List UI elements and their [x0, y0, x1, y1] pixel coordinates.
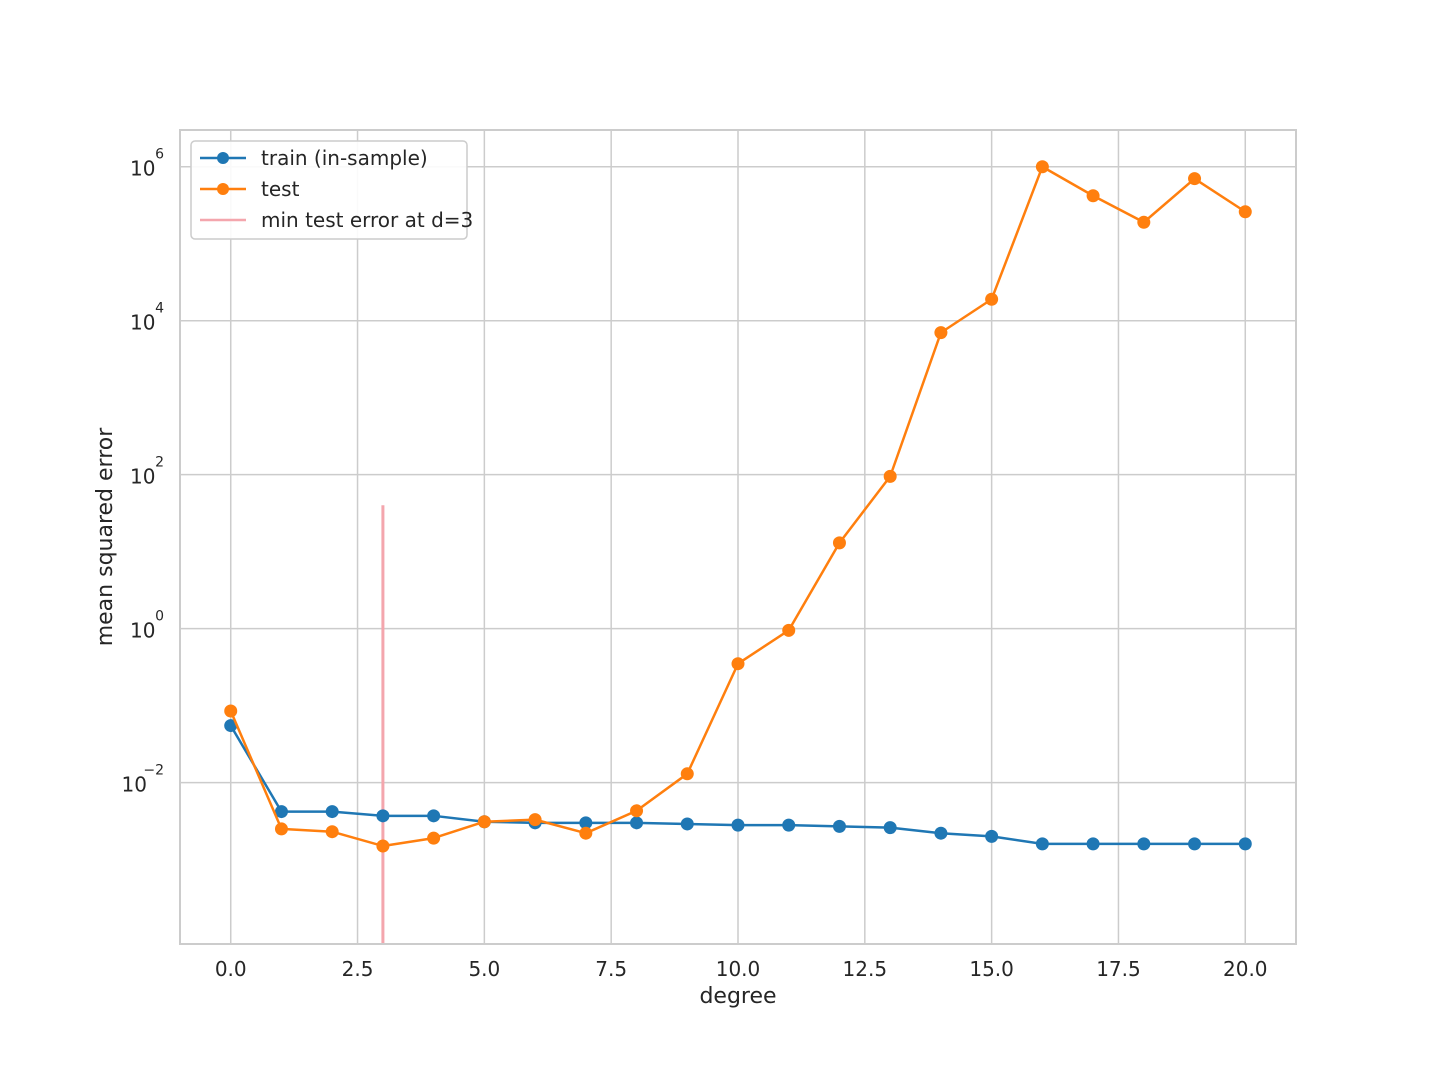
data-point-1 [1188, 172, 1202, 186]
x-tick-label: 2.5 [342, 957, 374, 981]
data-point-0 [325, 805, 339, 819]
legend-marker-train [217, 152, 229, 164]
y-tick-label: 010 [130, 609, 164, 643]
data-point-1 [224, 704, 238, 718]
legend-label-min-test: min test error at d=3 [261, 208, 473, 232]
data-point-0 [731, 818, 745, 832]
data-point-0 [1238, 837, 1252, 851]
y-tick-base: 10 [130, 619, 155, 643]
y-tick-base: 10 [130, 157, 155, 181]
data-point-1 [1035, 160, 1049, 174]
data-point-1 [528, 813, 542, 827]
legend: train (in-sample) test min test error at… [190, 140, 473, 240]
x-tick-label: 10.0 [716, 957, 761, 981]
data-point-1 [376, 839, 390, 853]
data-point-1 [325, 825, 339, 839]
data-point-0 [883, 821, 897, 835]
data-point-0 [427, 809, 441, 823]
data-point-1 [427, 831, 441, 845]
data-point-0 [934, 826, 948, 840]
y-tick-label: −210 [122, 763, 164, 797]
legend-label-train: train (in-sample) [261, 146, 428, 170]
x-tick-label: 5.0 [468, 957, 500, 981]
x-tick-label: 15.0 [969, 957, 1014, 981]
y-tick-exponent: 6 [155, 147, 164, 163]
data-point-1 [782, 623, 796, 637]
data-point-0 [579, 816, 593, 830]
data-point-1 [630, 804, 644, 818]
y-tick-base: 10 [130, 465, 155, 489]
legend-marker-test [217, 183, 229, 195]
y-tick-base: 10 [122, 773, 147, 797]
data-point-1 [477, 815, 491, 829]
data-point-1 [934, 326, 948, 340]
data-point-1 [579, 826, 593, 840]
data-point-1 [731, 657, 745, 671]
x-tick-label: 20.0 [1223, 957, 1268, 981]
x-tick-label: 7.5 [595, 957, 627, 981]
data-point-0 [274, 805, 288, 819]
x-axis-label: degree [699, 984, 776, 1009]
data-point-0 [832, 819, 846, 833]
data-point-1 [832, 536, 846, 550]
x-tick-label: 12.5 [843, 957, 888, 981]
data-point-0 [1188, 837, 1202, 851]
data-point-1 [985, 292, 999, 306]
data-point-1 [1137, 215, 1151, 229]
plot-area [224, 160, 1252, 944]
y-tick-exponent: −2 [143, 763, 164, 779]
data-point-1 [1238, 205, 1252, 219]
data-point-0 [376, 809, 390, 823]
data-point-1 [274, 822, 288, 836]
y-tick-exponent: 0 [155, 609, 164, 625]
y-tick-label: 410 [130, 301, 164, 335]
y-tick-label: 210 [130, 455, 164, 489]
y-tick-exponent: 4 [155, 301, 164, 317]
data-point-0 [1137, 837, 1151, 851]
data-point-0 [680, 817, 694, 831]
legend-label-test: test [261, 177, 300, 201]
y-tick-label: 610 [130, 147, 164, 181]
data-point-1 [680, 767, 694, 781]
y-tick-exponent: 2 [155, 455, 164, 471]
data-point-0 [1035, 837, 1049, 851]
legend-box [190, 140, 468, 240]
data-point-0 [224, 719, 238, 733]
axes-frame [179, 129, 1297, 945]
data-point-1 [1086, 189, 1100, 203]
data-point-1 [883, 469, 897, 483]
data-point-0 [985, 829, 999, 843]
x-axis-ticks: 0.0 2.5 5.0 7.5 10.0 12.5 15.0 17.5 20.0 [215, 957, 1268, 981]
data-point-0 [630, 816, 644, 830]
data-point-0 [782, 818, 796, 832]
y-axis-label: mean squared error [93, 427, 118, 647]
x-tick-label: 17.5 [1096, 957, 1141, 981]
y-tick-base: 10 [130, 311, 155, 335]
data-point-0 [1086, 837, 1100, 851]
x-tick-label: 0.0 [215, 957, 247, 981]
grid [180, 130, 1296, 944]
